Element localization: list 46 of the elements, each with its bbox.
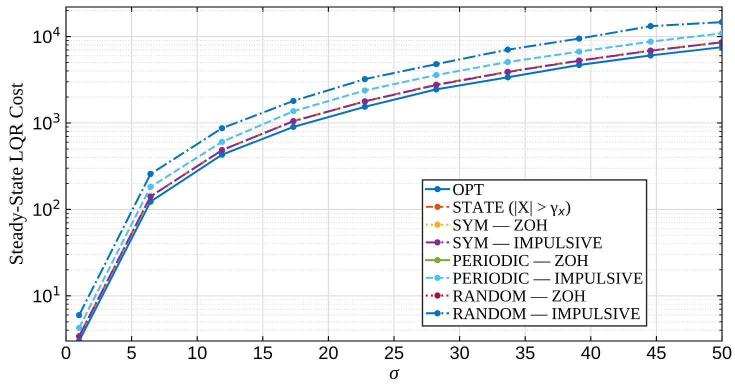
point [290,108,296,114]
point [76,324,82,332]
point [218,125,226,132]
x-tick-label: 40 [581,346,600,360]
point [76,312,82,318]
legend-label: RANDOM — IMPULSIVE [452,308,640,320]
point [362,76,368,82]
legend-label: OPT [453,184,484,196]
point [576,48,582,55]
y-axis-title: Steady-State LQR Cost [9,82,27,264]
point [504,46,511,53]
x-tick-label: 0 [62,346,70,360]
x-tick-label: 25 [384,346,404,360]
point [433,61,440,68]
x-tick-label: 10 [188,346,207,360]
point [362,104,368,110]
legend-label: STATE (|X| > γ$_{x}$) [454,201,570,216]
point [290,98,296,104]
point [504,58,511,66]
y-tick-label: 10$^{3}$ [34,113,60,130]
point [504,74,511,80]
legend-label: SYM — ZOH [454,219,548,231]
point [648,23,654,30]
point [147,170,154,178]
point [362,87,368,94]
legend-label: RANDOM — ZOH [452,290,586,302]
x-tick-label: 15 [254,346,272,360]
point [218,138,226,145]
legend-label: PERIODIC — IMPULSIVE [452,272,642,284]
point [290,124,296,130]
x-tick-label: 50 [712,346,732,360]
x-tick-label: 20 [319,346,338,360]
x-tick-label: 45 [646,346,666,360]
point [576,35,582,42]
x-tick-label: 5 [127,346,136,360]
legend-label: SYM — IMPULSIVE [454,237,602,248]
y-tick-label: 10$^{1}$ [34,286,60,302]
x-axis-title: σ [390,368,400,380]
x-tick-label: 30 [450,346,469,360]
point [147,184,154,190]
y-tick-label: 10$^{4}$ [34,26,60,44]
legend-label: PERIODIC — ZOH [452,254,588,266]
y-tick-label: 10$^{2}$ [34,200,60,216]
x-tick-label: 35 [516,346,534,360]
point [648,38,654,45]
point [433,72,440,78]
